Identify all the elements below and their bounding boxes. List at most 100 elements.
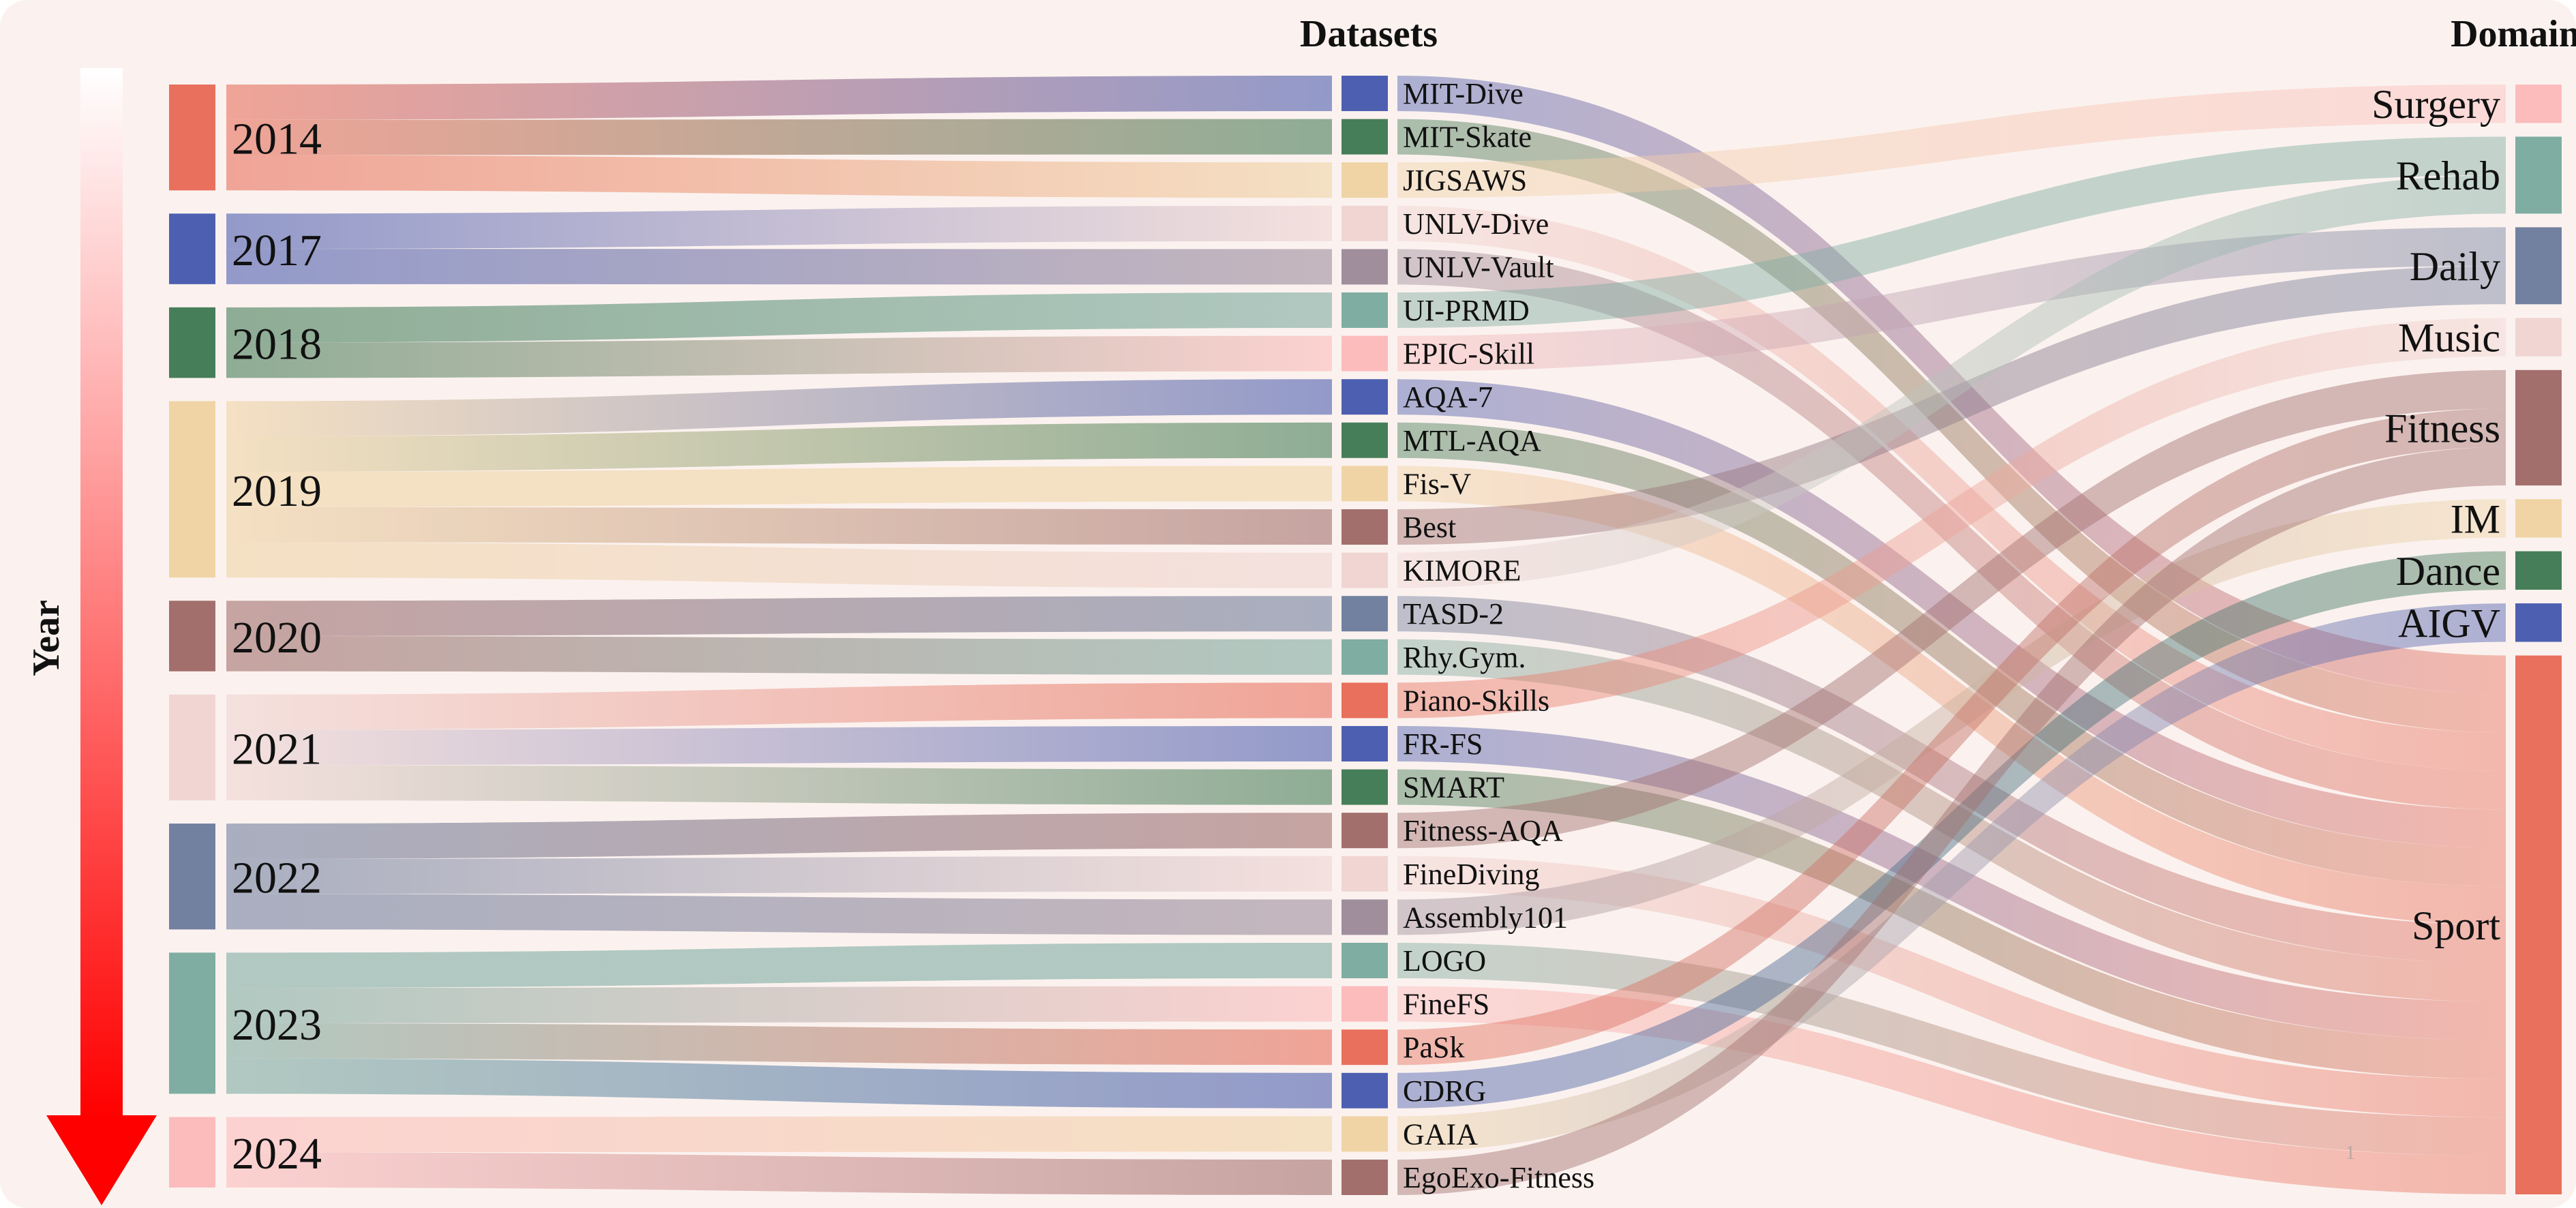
dataset-node-aqa-7: [1342, 379, 1388, 415]
dataset-node-mit-dive: [1342, 76, 1388, 111]
link-mtl-aqa-to-sport: [1397, 422, 2506, 887]
year-node-2022: [169, 824, 215, 930]
flow-links: [226, 76, 2506, 1195]
link-2020-to-rhy-gym: [226, 636, 1332, 675]
dataset-label-gaia: GAIA: [1403, 1117, 1478, 1151]
domain-header: Domain: [2451, 13, 2576, 55]
link-2021-to-piano-skills: [226, 682, 1332, 730]
dataset-label-jigsaws: JIGSAWS: [1403, 164, 1527, 197]
link-2019-to-fis-v: [226, 466, 1332, 507]
domain-label-surgery: Surgery: [2372, 82, 2500, 127]
year-label-2020: 2020: [232, 613, 322, 663]
year-node-2020: [169, 601, 215, 671]
dataset-label-kimore: KIMORE: [1403, 554, 1521, 588]
domain-node-dance: [2515, 551, 2562, 590]
dataset-label-rhy-gym: Rhy.Gym.: [1403, 641, 1526, 674]
link-2017-to-unlv-vault: [226, 249, 1332, 285]
link-2022-to-finediving: [226, 856, 1332, 894]
dataset-node-epic-skill: [1342, 335, 1388, 372]
link-2024-to-gaia: [226, 1116, 1332, 1153]
link-2022-to-assembly101: [226, 894, 1332, 935]
dataset-label-pask: PaSk: [1403, 1031, 1464, 1064]
link-2023-to-finefs: [226, 986, 1332, 1023]
dataset-node-mit-skate: [1342, 119, 1388, 155]
domain-label-dance: Dance: [2396, 549, 2500, 594]
link-egoexo-fitness-to-fitness: [1397, 447, 2506, 1195]
link-2014-to-mit-dive: [226, 76, 1332, 120]
year-node-2024: [169, 1117, 215, 1188]
year-node-2021: [169, 694, 215, 801]
link-2021-to-fr-fs: [226, 726, 1332, 766]
domain-label-fitness: Fitness: [2384, 406, 2500, 451]
domain-label-aigv: AIGV: [2398, 601, 2500, 646]
dataset-node-finefs: [1342, 986, 1388, 1022]
domain-node-im: [2515, 499, 2562, 538]
link-finediving-to-sport: [1397, 856, 2506, 1118]
domain-node-sport: [2515, 655, 2562, 1194]
year-label-2014: 2014: [232, 115, 322, 164]
dataset-node-ui-prmd: [1342, 292, 1388, 328]
dataset-node-smart: [1342, 769, 1388, 805]
link-2023-to-pask: [226, 1023, 1332, 1066]
year-label-2023: 2023: [232, 1000, 322, 1050]
dataset-label-tasd-2: TASD-2: [1403, 597, 1504, 631]
dataset-node-tasd-2: [1342, 596, 1388, 632]
domain-label-rehab: Rehab: [2396, 153, 2500, 198]
year-axis: Year: [25, 68, 157, 1205]
dataset-node-unlv-vault: [1342, 249, 1388, 285]
dataset-label-unlv-dive: UNLV-Dive: [1403, 207, 1549, 241]
dataset-label-aqa-7: AQA-7: [1403, 380, 1493, 414]
year-arrow-shaft: [80, 68, 123, 1118]
link-mit-skate-to-sport: [1397, 119, 2506, 733]
dataset-label-logo: LOGO: [1403, 944, 1486, 978]
labels: 2014 2017 2018 2019 2020 2021 2022 2023 2024 MIT-…: [232, 77, 2500, 1194]
dataset-label-mtl-aqa: MTL-AQA: [1403, 424, 1541, 457]
year-node-2019: [169, 401, 215, 578]
year-label-2018: 2018: [232, 320, 322, 369]
datasets-header: Datasets: [1300, 13, 1438, 55]
link-tasd-2-to-sport: [1397, 596, 2506, 964]
domain-node-fitness: [2515, 369, 2562, 486]
dataset-node-cdrg: [1342, 1072, 1388, 1108]
link-2022-to-fitness-aqa: [226, 813, 1332, 859]
link-assembly101-to-im: [1397, 499, 2506, 935]
domain-node-aigv: [2515, 603, 2562, 642]
year-label-2024: 2024: [232, 1129, 322, 1179]
link-2018-to-epic-skill: [226, 335, 1332, 378]
link-2019-to-aqa-7: [226, 379, 1332, 437]
domain-node-rehab: [2515, 136, 2562, 214]
dataset-node-fis-v: [1342, 466, 1388, 502]
link-2014-to-jigsaws: [226, 155, 1332, 198]
link-unlv-dive-to-sport: [1397, 205, 2506, 771]
domain-node-daily: [2515, 227, 2562, 305]
link-fitness-aqa-to-fitness: [1397, 369, 2506, 849]
year-label-2022: 2022: [232, 854, 322, 903]
dataset-node-assembly101: [1342, 899, 1388, 935]
year-node-2017: [169, 213, 215, 284]
link-2020-to-tasd-2: [226, 596, 1332, 636]
year-label-2021: 2021: [232, 724, 322, 774]
dataset-label-egoexo-fitness: EgoExo-Fitness: [1403, 1161, 1594, 1194]
link-fis-v-to-sport: [1397, 466, 2506, 925]
link-piano-skills-to-music: [1397, 318, 2506, 719]
dataset-label-best: Best: [1403, 511, 1456, 544]
dataset-node-unlv-dive: [1342, 205, 1388, 241]
dataset-label-fr-fs: FR-FS: [1403, 727, 1483, 761]
link-smart-to-sport: [1397, 769, 2506, 1079]
dataset-label-fis-v: Fis-V: [1403, 467, 1471, 500]
footnote: 1: [2346, 1143, 2355, 1164]
dataset-label-assembly101: Assembly101: [1403, 901, 1568, 934]
dataset-label-finefs: FineFS: [1403, 988, 1489, 1021]
domain-label-daily: Daily: [2410, 244, 2500, 289]
link-kimore-to-rehab: [1397, 175, 2506, 588]
dataset-node-pask: [1342, 1029, 1388, 1066]
link-2018-to-ui-prmd: [226, 292, 1332, 343]
year-axis-label: Year: [25, 600, 67, 676]
link-2019-to-mtl-aqa: [226, 422, 1332, 472]
link-ui-prmd-to-rehab: [1397, 136, 2506, 328]
year-label-2017: 2017: [232, 226, 322, 275]
link-2019-to-best: [226, 507, 1332, 545]
link-epic-skill-to-daily: [1397, 227, 2506, 372]
year-node-2014: [169, 85, 215, 191]
link-pask-to-fitness: [1397, 408, 2506, 1066]
